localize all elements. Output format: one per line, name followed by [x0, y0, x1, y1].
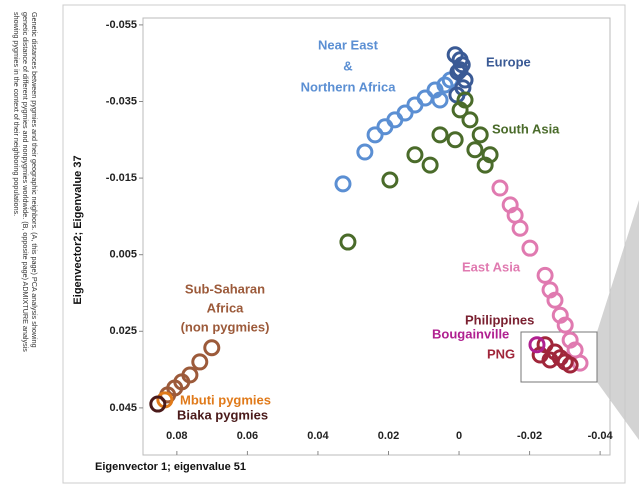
annotation: Philippines	[465, 312, 534, 327]
caption-line: Genetic distances between pygmies and th…	[30, 12, 39, 348]
y-tick-label: -0.015	[106, 172, 137, 184]
annotation: East Asia	[462, 259, 521, 274]
point	[511, 219, 529, 237]
point	[461, 111, 479, 129]
annotation: Europe	[486, 54, 531, 69]
y-tick-label: 0.005	[109, 249, 137, 261]
x-tick-label: -0.04	[588, 430, 614, 442]
point	[431, 126, 449, 144]
point	[431, 91, 449, 109]
caption-line: genetic distance of different pygmies an…	[21, 12, 30, 352]
point	[406, 146, 424, 164]
point	[536, 266, 554, 284]
point	[446, 131, 464, 149]
annotation: &	[343, 58, 352, 73]
annotation: South Asia	[492, 121, 560, 136]
point	[521, 239, 539, 257]
y-tick-label: -0.055	[106, 19, 137, 31]
x-tick-label: 0.04	[307, 430, 329, 442]
point	[476, 156, 494, 174]
point	[528, 336, 546, 354]
point	[456, 91, 474, 109]
annotation: Africa	[207, 300, 245, 315]
point	[396, 104, 414, 122]
x-tick-label: -0.02	[517, 430, 542, 442]
point	[191, 353, 209, 371]
point	[339, 233, 357, 251]
point	[451, 61, 469, 79]
point	[531, 346, 549, 364]
y-tick-label: 0.045	[109, 402, 137, 414]
y-tick-label: 0.025	[109, 325, 137, 337]
annotation: Bougainville	[432, 326, 509, 341]
point	[381, 171, 399, 189]
point	[356, 143, 374, 161]
y-axis-title: Eigenvector2; Eigenvalue 37	[72, 155, 84, 304]
point	[556, 316, 574, 334]
point	[546, 291, 564, 309]
annotation: Biaka pygmies	[177, 407, 268, 422]
caption-line: showing pygmies in the context of their …	[12, 12, 21, 216]
zoom-box	[520, 331, 598, 383]
point	[203, 339, 221, 357]
annotation: Mbuti pygmies	[180, 392, 271, 407]
point	[471, 126, 489, 144]
annotation: PNG	[487, 346, 515, 361]
point	[421, 156, 439, 174]
annotation: (non pygmies)	[181, 319, 270, 334]
x-tick-label: 0	[456, 430, 462, 442]
point	[366, 126, 384, 144]
point	[149, 395, 167, 413]
point	[334, 175, 352, 193]
point	[466, 141, 484, 159]
annotation: Sub-Saharan	[185, 281, 265, 296]
annotation: Near East	[318, 37, 379, 52]
x-tick-label: 0.06	[237, 430, 258, 442]
x-tick-label: 0.02	[378, 430, 399, 442]
y-tick-label: -0.035	[106, 95, 137, 107]
point	[561, 356, 579, 374]
annotation: Northern Africa	[301, 79, 397, 94]
x-axis-title: Eigenvector 1; eigenvalue 51	[95, 461, 246, 473]
point	[491, 179, 509, 197]
zoom-callout	[597, 200, 639, 440]
x-tick-label: 0.08	[166, 430, 187, 442]
